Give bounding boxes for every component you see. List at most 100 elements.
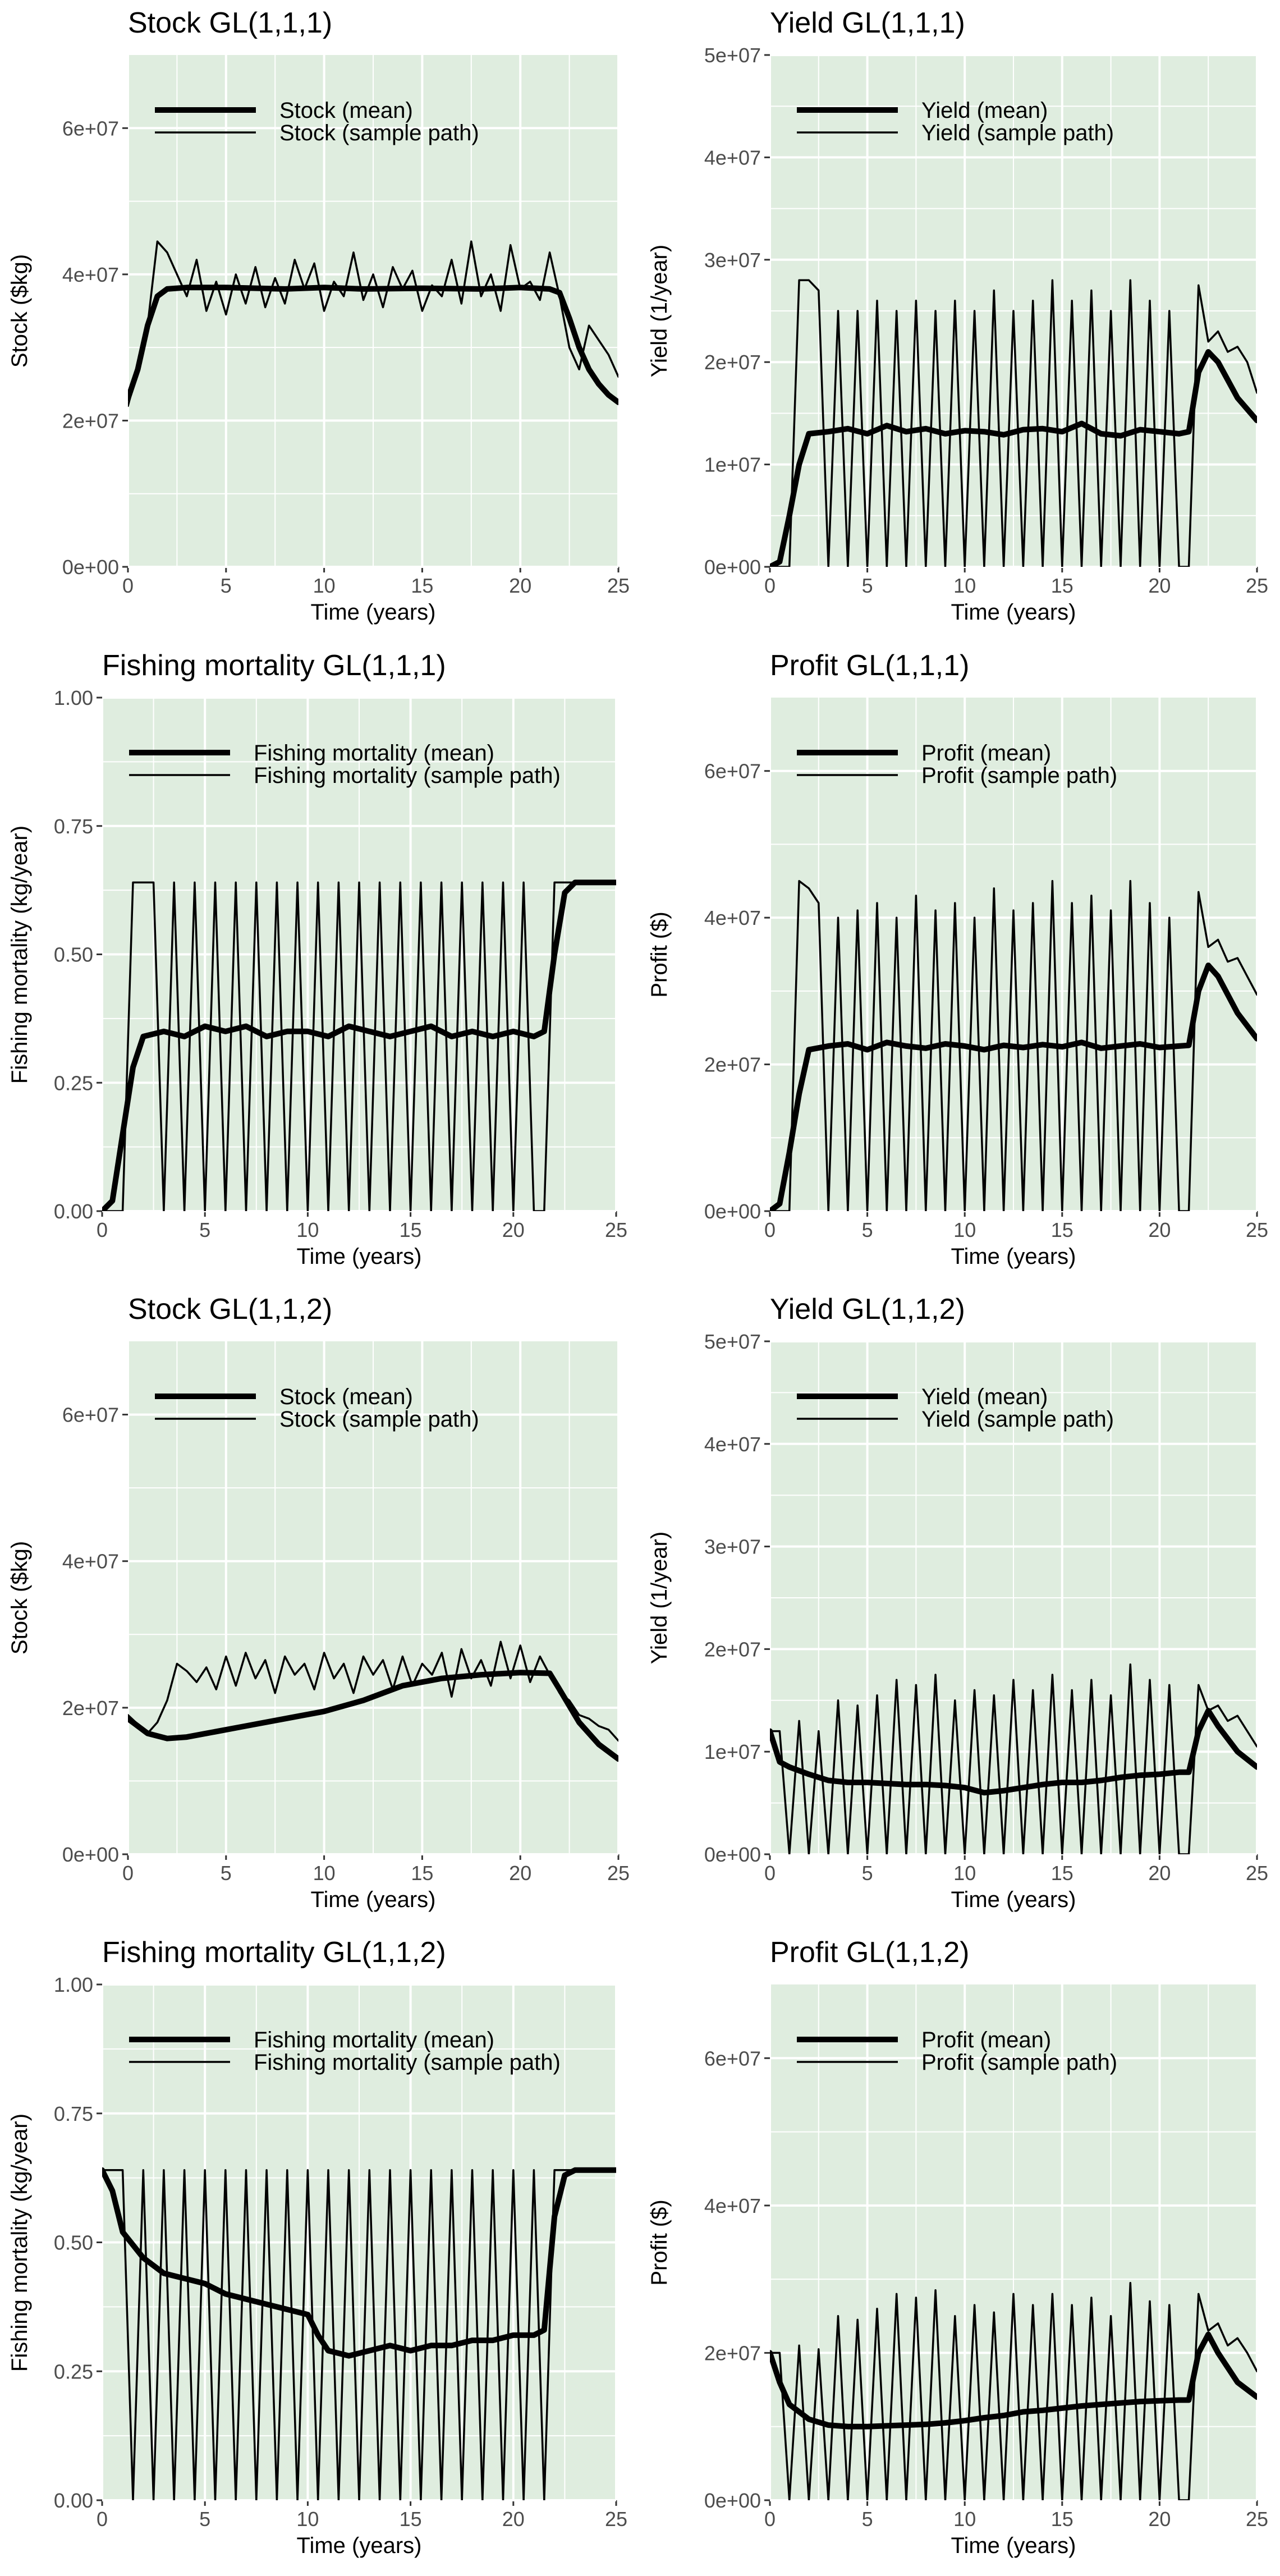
y-tick-label: 4e+07 [62, 1550, 119, 1573]
series-line-fishing-mortality-sample-path [102, 881, 616, 1211]
chart-stock-gl112: 0 5 10 15 20 25 0e+00 2e+07 4e+07 6e+07 Stock (mea… [7, 1293, 630, 1912]
x-tick-label: 10 [313, 1862, 336, 1885]
legend-entry-fishing-mortality-sample-path: Fishing mortality (sample path) [254, 763, 561, 788]
series-group [770, 279, 1257, 567]
y-tick-label: 0e+00 [704, 2489, 761, 2512]
chart-title: Yield GL(1,1,2) [770, 1293, 965, 1326]
legend-entry-yield-sample-path: Yield (sample path) [921, 1407, 1114, 1432]
legend-entry-profit-mean: Profit (mean) [921, 2028, 1051, 2052]
y-tick-label: 5e+07 [704, 1330, 761, 1353]
y-tick-label: 0e+00 [62, 1843, 119, 1866]
x-tick-label: 10 [296, 2508, 319, 2531]
series-line-profit-sample-path [770, 2281, 1257, 2500]
x-axis-label: Time (years) [297, 1244, 422, 1269]
chart-profit-gl111: 0 5 10 15 20 25 0e+00 2e+07 4e+07 6e+07 Profit (me… [647, 649, 1268, 1269]
series-group [102, 2167, 616, 2500]
x-tick-label: 15 [400, 2508, 422, 2531]
y-tick-label: 1e+07 [704, 453, 761, 476]
legend-entry-fishing-mortality-mean: Fishing mortality (mean) [254, 741, 494, 766]
panel-stock-gl112: 0 5 10 15 20 25 0e+00 2e+07 4e+07 6e+07 Stock (mea… [0, 1286, 640, 1929]
chart-title: Fishing mortality GL(1,1,2) [102, 1936, 446, 1969]
x-tick-label: 0 [97, 1218, 108, 1241]
series-line-fishing-mortality-sample-path [102, 2169, 616, 2500]
chart-title: Fishing mortality GL(1,1,1) [102, 649, 446, 682]
x-tick-label: 0 [764, 1862, 776, 1885]
chart-fishing-mortality-gl112: 0 5 10 15 20 25 0.00 0.25 0.50 0.75 1.00 Fishing mo… [7, 1936, 627, 2558]
x-tick-label: 20 [502, 1218, 525, 1241]
y-axis-label: Yield (1/year) [647, 245, 672, 377]
series-group [770, 2281, 1257, 2500]
panel-fishing-mortality-gl112: 0 5 10 15 20 25 0.00 0.25 0.50 0.75 1.00 Fishing mo… [0, 1929, 640, 2576]
y-tick-label: 2e+07 [704, 1638, 761, 1661]
series-line-yield-mean [770, 349, 1257, 567]
panel-fishing-mortality-gl111: 0 5 10 15 20 25 0.00 0.25 0.50 0.75 1.00 Fishing mo… [0, 643, 640, 1286]
chart-title: Stock GL(1,1,1) [128, 7, 332, 39]
y-tick-label: 0.25 [54, 2360, 93, 2383]
x-tick-label: 15 [1051, 1218, 1073, 1241]
y-tick-label: 2e+07 [62, 409, 119, 432]
legend-entry-fishing-mortality-sample-path: Fishing mortality (sample path) [254, 2050, 561, 2075]
x-axis-label: Time (years) [951, 1887, 1076, 1912]
y-tick-label: 0.00 [54, 1200, 93, 1223]
legend-entry-profit-sample-path: Profit (sample path) [921, 2050, 1117, 2075]
y-axis-label: Fishing mortality (kg/year) [7, 2114, 32, 2372]
y-tick-label: 0e+00 [62, 556, 119, 579]
x-axis-label: Time (years) [951, 600, 1076, 625]
x-tick-label: 5 [862, 1218, 873, 1241]
x-tick-label: 20 [1148, 1218, 1171, 1241]
x-tick-label: 0 [122, 574, 134, 597]
x-axis-label: Time (years) [311, 1887, 436, 1912]
y-tick-label: 0.75 [54, 2102, 93, 2125]
x-tick-label: 15 [1051, 574, 1073, 597]
x-tick-label: 5 [221, 1862, 232, 1885]
chart-title: Yield GL(1,1,1) [770, 7, 965, 39]
y-tick-label: 1.00 [54, 686, 93, 709]
x-tick-label: 10 [953, 574, 976, 597]
legend-entry-stock-sample-path: Stock (sample path) [279, 121, 479, 145]
x-tick-label: 25 [1246, 574, 1268, 597]
x-tick-label: 0 [764, 2508, 776, 2531]
x-tick-label: 10 [953, 1218, 976, 1241]
y-tick-label: 4e+07 [704, 906, 761, 929]
y-tick-label: 1e+07 [704, 1740, 761, 1763]
x-tick-label: 20 [1148, 1862, 1171, 1885]
legend-entry-profit-sample-path: Profit (sample path) [921, 763, 1117, 788]
y-tick-label: 2e+07 [704, 2341, 761, 2364]
x-tick-label: 0 [764, 1218, 776, 1241]
y-tick-label: 3e+07 [704, 249, 761, 272]
y-tick-label: 0e+00 [704, 556, 761, 579]
y-tick-label: 0e+00 [704, 1200, 761, 1223]
y-tick-label: 6e+07 [704, 2047, 761, 2070]
x-tick-label: 15 [1051, 2508, 1073, 2531]
panel-profit-gl111: 0 5 10 15 20 25 0e+00 2e+07 4e+07 6e+07 Profit (me… [640, 643, 1280, 1286]
y-tick-label: 6e+07 [62, 117, 119, 140]
panel-yield-gl111: 0 5 10 15 20 25 0e+00 1e+07 2e+07 3e+07 4e+07 5e+07… [640, 0, 1280, 643]
series-line-profit-sample-path [770, 880, 1257, 1211]
y-tick-label: 4e+07 [62, 263, 119, 286]
y-tick-label: 2e+07 [704, 351, 761, 374]
x-tick-label: 5 [862, 2508, 873, 2531]
x-tick-label: 15 [411, 574, 433, 597]
y-tick-label: 6e+07 [62, 1404, 119, 1427]
y-tick-label: 5e+07 [704, 44, 761, 67]
series-line-stock-mean [128, 285, 618, 405]
panel-yield-gl112: 0 5 10 15 20 25 0e+00 1e+07 2e+07 3e+07 4e+07 5e+07… [640, 1286, 1280, 1929]
legend-entry-stock-sample-path: Stock (sample path) [279, 1407, 479, 1432]
y-tick-label: 0.75 [54, 815, 93, 838]
chart-title: Profit GL(1,1,2) [770, 1936, 969, 1969]
y-tick-label: 1.00 [54, 1973, 93, 1996]
y-axis-label: Stock ($kg) [7, 1541, 32, 1654]
x-tick-label: 25 [1246, 1218, 1268, 1241]
x-tick-label: 25 [607, 574, 630, 597]
y-tick-label: 0.50 [54, 943, 93, 966]
x-tick-label: 5 [862, 574, 873, 597]
x-tick-label: 0 [97, 2508, 108, 2531]
y-tick-label: 0e+00 [704, 1843, 761, 1866]
x-tick-label: 25 [607, 1862, 630, 1885]
series-line-profit-mean [770, 962, 1257, 1211]
series-line-yield-sample-path [770, 279, 1257, 567]
x-tick-label: 10 [953, 1862, 976, 1885]
x-tick-label: 20 [1148, 574, 1171, 597]
x-tick-label: 5 [199, 2508, 210, 2531]
y-tick-label: 2e+07 [704, 1053, 761, 1076]
